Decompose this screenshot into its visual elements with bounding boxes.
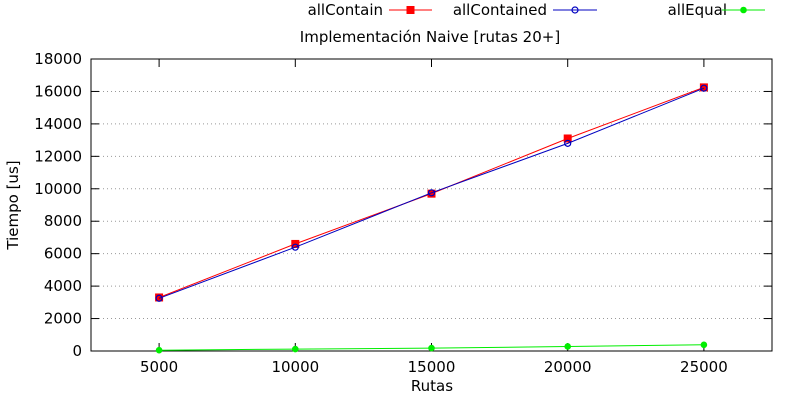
y-tick-label: 14000 xyxy=(34,115,82,133)
data-point xyxy=(291,243,299,251)
series-line xyxy=(158,87,705,299)
x-axis-label: Rutas xyxy=(411,377,453,395)
data-point xyxy=(427,189,436,197)
legend-entry: allContain xyxy=(308,1,432,19)
grid xyxy=(91,90,772,320)
legend-entry: allEqual xyxy=(668,1,765,19)
x-tick-label: 20000 xyxy=(544,358,592,376)
x-tick-label: 15000 xyxy=(408,358,456,376)
legend-label: allContain xyxy=(308,1,383,19)
series xyxy=(155,83,708,354)
data-point xyxy=(563,134,572,143)
data-point xyxy=(155,346,163,354)
data-point xyxy=(700,341,708,349)
legend-label: allContained xyxy=(453,1,547,19)
legend-label: allEqual xyxy=(668,1,727,19)
chart-title: Implementación Naive [rutas 20+] xyxy=(300,28,560,46)
data-point xyxy=(428,344,435,352)
data-point xyxy=(700,84,708,92)
legend-swatch-marker xyxy=(740,6,747,14)
data-point xyxy=(564,343,572,350)
y-tick-label: 12000 xyxy=(34,147,82,165)
axis-ticks: 0 2000 4000 6000 8000 10000 12000 14000 16000 180… xyxy=(34,50,772,376)
legend: allContain allContained allEqual xyxy=(308,1,765,19)
y-tick-label: 6000 xyxy=(44,245,82,263)
data-point xyxy=(292,345,299,353)
x-tick-label: 10000 xyxy=(271,358,319,376)
series-allContained xyxy=(155,84,708,302)
series-allEqual xyxy=(155,341,708,354)
y-tick-label: 10000 xyxy=(34,180,82,198)
y-tick-label: 16000 xyxy=(34,82,82,100)
data-point xyxy=(155,294,163,302)
y-tick-label: 2000 xyxy=(44,310,82,328)
y-tick-label: 8000 xyxy=(44,212,82,230)
x-tick-label: 25000 xyxy=(680,358,728,376)
y-tick-label: 18000 xyxy=(34,50,82,68)
legend-swatch-marker xyxy=(571,6,579,14)
legend-swatch-marker xyxy=(406,6,415,14)
y-tick-label: 4000 xyxy=(44,277,82,295)
legend-entry: allContained xyxy=(453,1,597,19)
x-tick-label: 5000 xyxy=(140,358,178,376)
y-axis-label: Tiempo [us] xyxy=(4,160,22,250)
data-point xyxy=(564,139,572,147)
y-tick-label: 0 xyxy=(72,342,82,360)
